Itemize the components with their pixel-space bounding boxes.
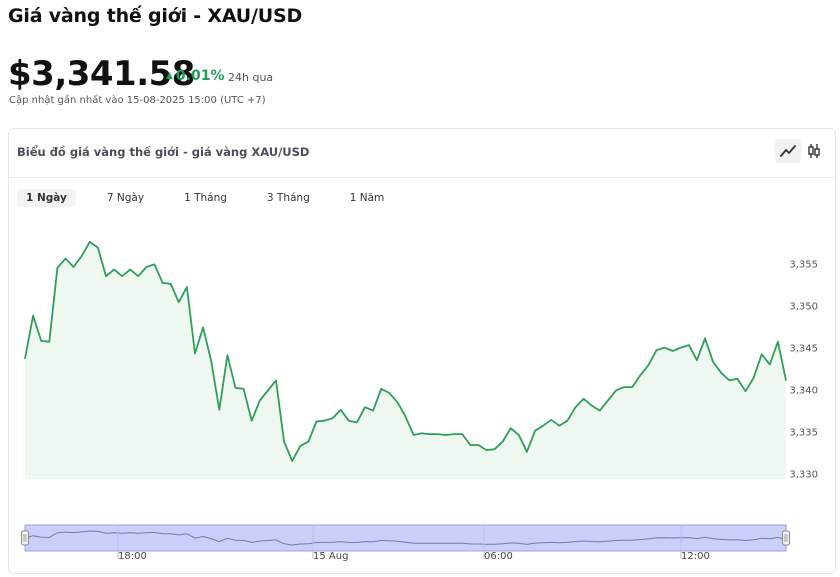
chart-card-title: Biểu đồ giá vàng thế giới - giá vàng XAU… — [17, 145, 310, 159]
tab-3[interactable]: 1 Tháng — [184, 192, 227, 204]
tab-1[interactable]: 1 Ngày — [17, 189, 76, 207]
change-percent: 0.01% — [175, 68, 225, 84]
change-period: 24h qua — [228, 71, 274, 84]
line-chart-button[interactable] — [775, 139, 801, 163]
line-chart-icon — [780, 145, 796, 157]
candlestick-icon — [808, 144, 820, 158]
page-title: Giá vàng thế giới - XAU/USD — [8, 5, 303, 27]
timeframe-tabs: 1 Ngày 7 Ngày 1 Tháng 3 Tháng 1 Năm — [17, 189, 411, 207]
card-divider — [9, 177, 835, 178]
candlestick-button[interactable] — [801, 139, 827, 163]
tab-2[interactable]: 7 Ngày — [106, 192, 145, 204]
chart-type-toggle — [775, 139, 827, 163]
tab-5[interactable]: 1 Năm — [349, 192, 385, 204]
chart-card: Biểu đồ giá vàng thế giới - giá vàng XAU… — [8, 128, 836, 574]
tab-4[interactable]: 3 Tháng — [266, 192, 310, 204]
up-arrow-icon: ▲ — [166, 70, 173, 81]
last-updated: Cập nhật gần nhất vào 15-08-2025 15:00 (… — [9, 95, 266, 106]
current-price: $3,341.58 — [8, 54, 195, 94]
price-change: ▲ 0.01% — [166, 68, 225, 84]
